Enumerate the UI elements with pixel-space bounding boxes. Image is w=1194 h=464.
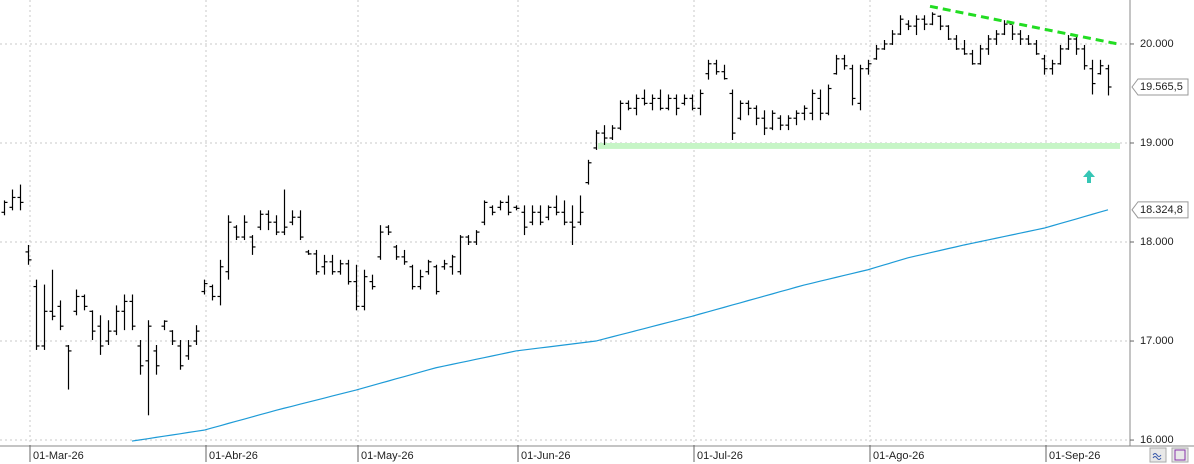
moving-average-line	[131, 209, 1109, 442]
save-icon	[1174, 449, 1186, 461]
support-zone	[598, 142, 1120, 149]
y-tick-label: 16.000	[1140, 434, 1174, 446]
y-tick-label: 17.000	[1140, 335, 1174, 347]
x-tick-label: 01-Abr-26	[209, 450, 258, 462]
x-tick-label: 01-Sep-26	[1049, 450, 1100, 462]
price-tag-box	[1131, 78, 1189, 96]
zoom-icon	[1152, 453, 1162, 460]
price-tag-label: 18.324,8	[1140, 204, 1183, 216]
x-tick-label: 01-Mar-26	[33, 450, 84, 462]
x-tick-label: 01-Jun-26	[521, 450, 571, 462]
zoom-button[interactable]	[1149, 447, 1167, 463]
y-tick-label: 18.000	[1140, 236, 1174, 248]
save-button[interactable]	[1171, 447, 1189, 463]
price-tag-box	[1131, 201, 1189, 219]
x-tick-label: 01-May-26	[361, 450, 414, 462]
x-tick-label: 01-Ago-26	[873, 450, 924, 462]
price-tag-label: 19.565,5	[1140, 81, 1183, 93]
resistance-line	[929, 4, 1119, 46]
x-tick-label: 01-Jul-26	[697, 450, 743, 462]
y-tick-label: 19.000	[1140, 137, 1174, 149]
y-tick-label: 20.000	[1140, 38, 1174, 50]
up-arrow-icon	[1083, 170, 1095, 183]
